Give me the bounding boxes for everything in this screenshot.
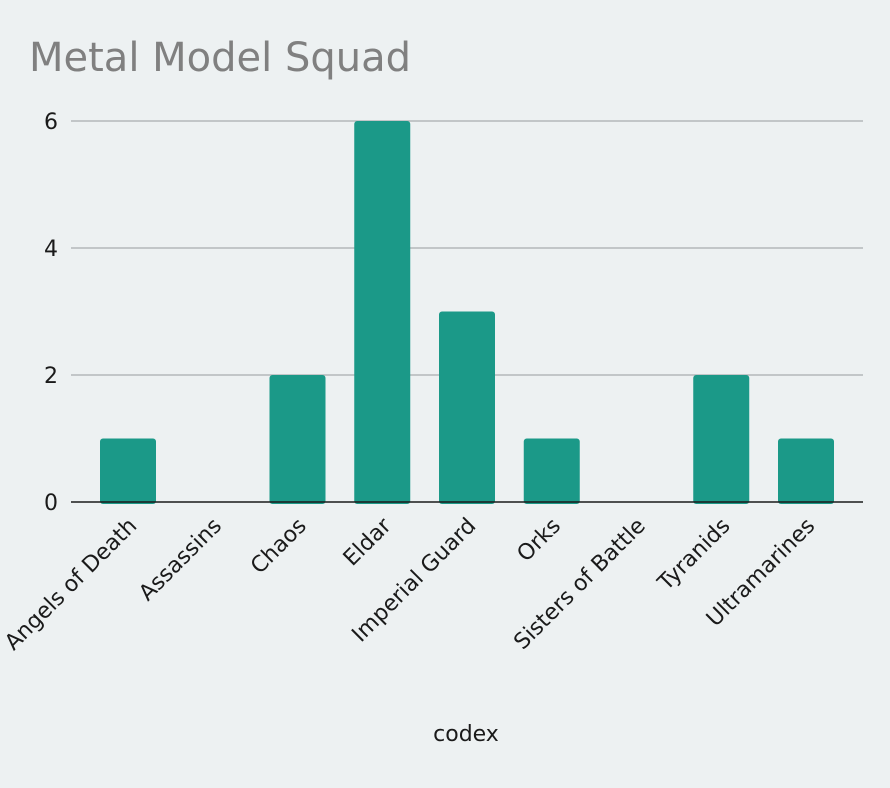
x-tick-label: Eldar: [339, 513, 397, 571]
bar-tyranids: [693, 375, 750, 504]
y-tick-label: 6: [44, 110, 58, 135]
y-tick-label: 2: [44, 364, 58, 389]
x-tick-label: Orks: [513, 514, 566, 567]
bar-chaos: [269, 375, 326, 504]
bar-ultramarines: [778, 438, 834, 504]
x-tick-label: Assassins: [134, 514, 227, 607]
x-tick-label: Tyranids: [653, 514, 736, 597]
y-tick-label: 0: [44, 491, 58, 516]
bar-eldar: [354, 121, 411, 504]
x-axis-label: codex: [433, 722, 499, 747]
x-tick-label: Chaos: [246, 514, 312, 580]
bars: [100, 121, 834, 504]
chart-title: Metal Model Squad: [29, 35, 411, 81]
bar-orks: [523, 438, 580, 504]
bar-imperial-guard: [439, 311, 495, 504]
bar-angels-of-death: [100, 438, 156, 504]
y-axis-ticks: 0 2 4 6: [44, 110, 58, 516]
y-tick-label: 4: [44, 237, 58, 262]
x-tick-label: Angels of Death: [0, 514, 142, 656]
